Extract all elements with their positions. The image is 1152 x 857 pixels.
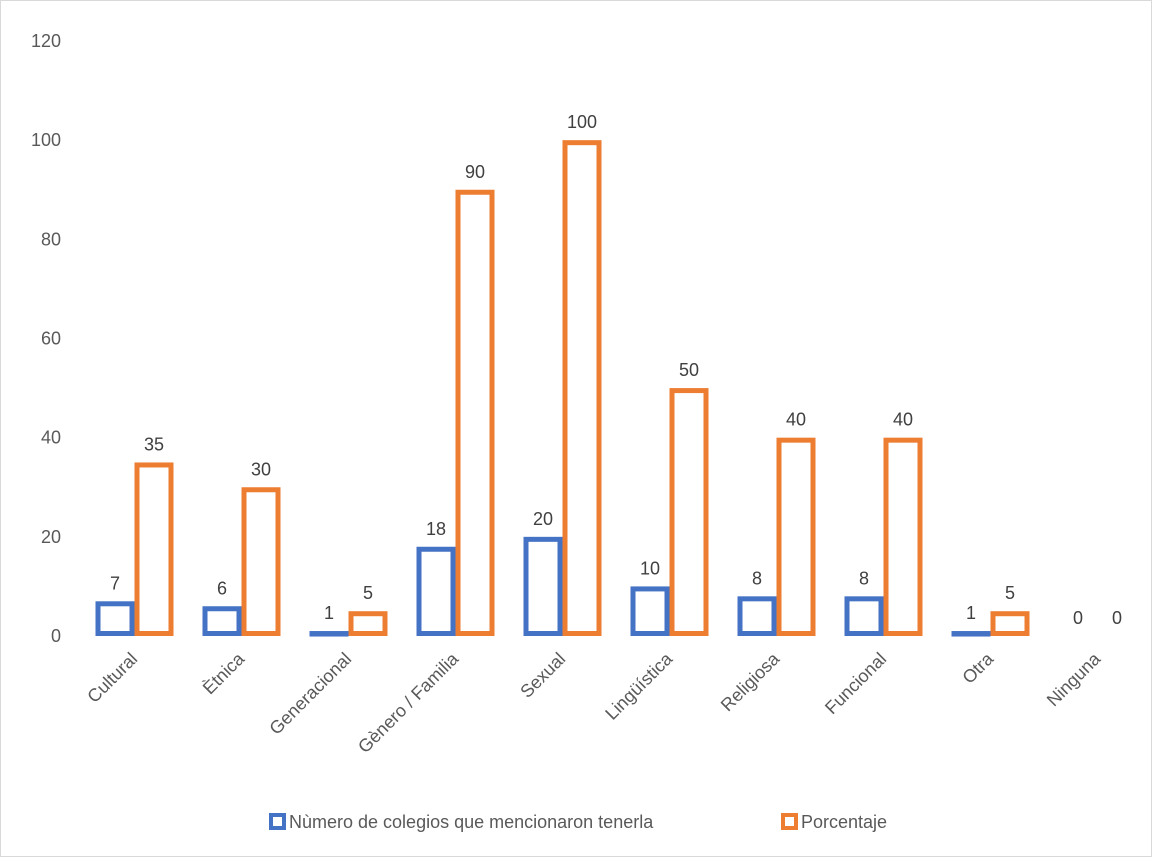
data-label: 40 [893,410,913,430]
x-tick-label: Generacional [265,649,355,739]
data-label: 20 [533,509,553,529]
legend-swatch [269,813,286,830]
y-tick-label: 20 [41,527,61,547]
bar-porcentaje [562,140,602,637]
y-axis-ticks: 0 20 40 60 80 100 120 [31,31,61,646]
bar-colegios [737,596,777,636]
bar-colegios [202,606,242,636]
data-label: 35 [144,434,164,454]
bar-colegios [416,546,456,636]
bar-porcentaje [241,487,281,636]
bar-porcentaje [134,462,174,637]
data-label: 18 [426,519,446,539]
bar-porcentaje [455,189,495,636]
data-label: 5 [363,583,373,603]
bar-porcentaje [669,388,709,637]
bar-porcentaje [776,437,816,636]
data-label: 100 [567,112,597,132]
x-tick-label: Sexual [516,649,569,702]
data-label: 0 [1112,608,1122,628]
bar-colegios [95,601,135,637]
legend: Nùmero de colegios que mencionaron tener… [269,812,887,832]
y-tick-label: 120 [31,31,61,51]
data-label: 8 [752,568,762,588]
x-tick-label: Lingüística [601,648,677,724]
x-tick-label: Gènero / Familia [354,648,463,757]
bar-colegios [630,586,670,637]
x-tick-label: Religiosa [717,648,784,715]
data-label: 50 [679,360,699,380]
bar-porcentaje [883,437,923,636]
y-tick-label: 80 [41,229,61,249]
bar-colegios [309,631,349,637]
data-label: 6 [217,578,227,598]
data-label: 0 [1073,608,1083,628]
data-label: 1 [966,603,976,623]
data-label: 30 [251,459,271,479]
data-label: 5 [1005,583,1015,603]
x-tick-label: Funcional [821,649,890,718]
data-label: 40 [786,410,806,430]
y-tick-label: 0 [51,626,61,646]
y-tick-label: 40 [41,428,61,448]
x-tick-label: Otra [958,648,998,688]
y-tick-label: 100 [31,130,61,150]
x-tick-label: Ninguna [1043,648,1105,710]
bar-colegios [951,631,991,637]
bar-colegios [844,596,884,636]
legend-label: Nùmero de colegios que mencionaron tener… [289,812,654,832]
data-label: 10 [640,558,660,578]
bar-colegios [523,536,563,636]
bar-porcentaje [348,611,388,636]
legend-label: Porcentaje [801,812,887,832]
data-label: 7 [110,573,120,593]
data-label: 1 [324,603,334,623]
bar-porcentaje [990,611,1030,636]
y-tick-label: 60 [41,329,61,349]
data-label: 90 [465,162,485,182]
x-tick-label: Cultural [83,649,141,707]
x-tick-label: Ètnica [199,648,249,698]
bars-group [95,140,1030,637]
legend-swatch [781,813,798,830]
data-label: 8 [859,568,869,588]
